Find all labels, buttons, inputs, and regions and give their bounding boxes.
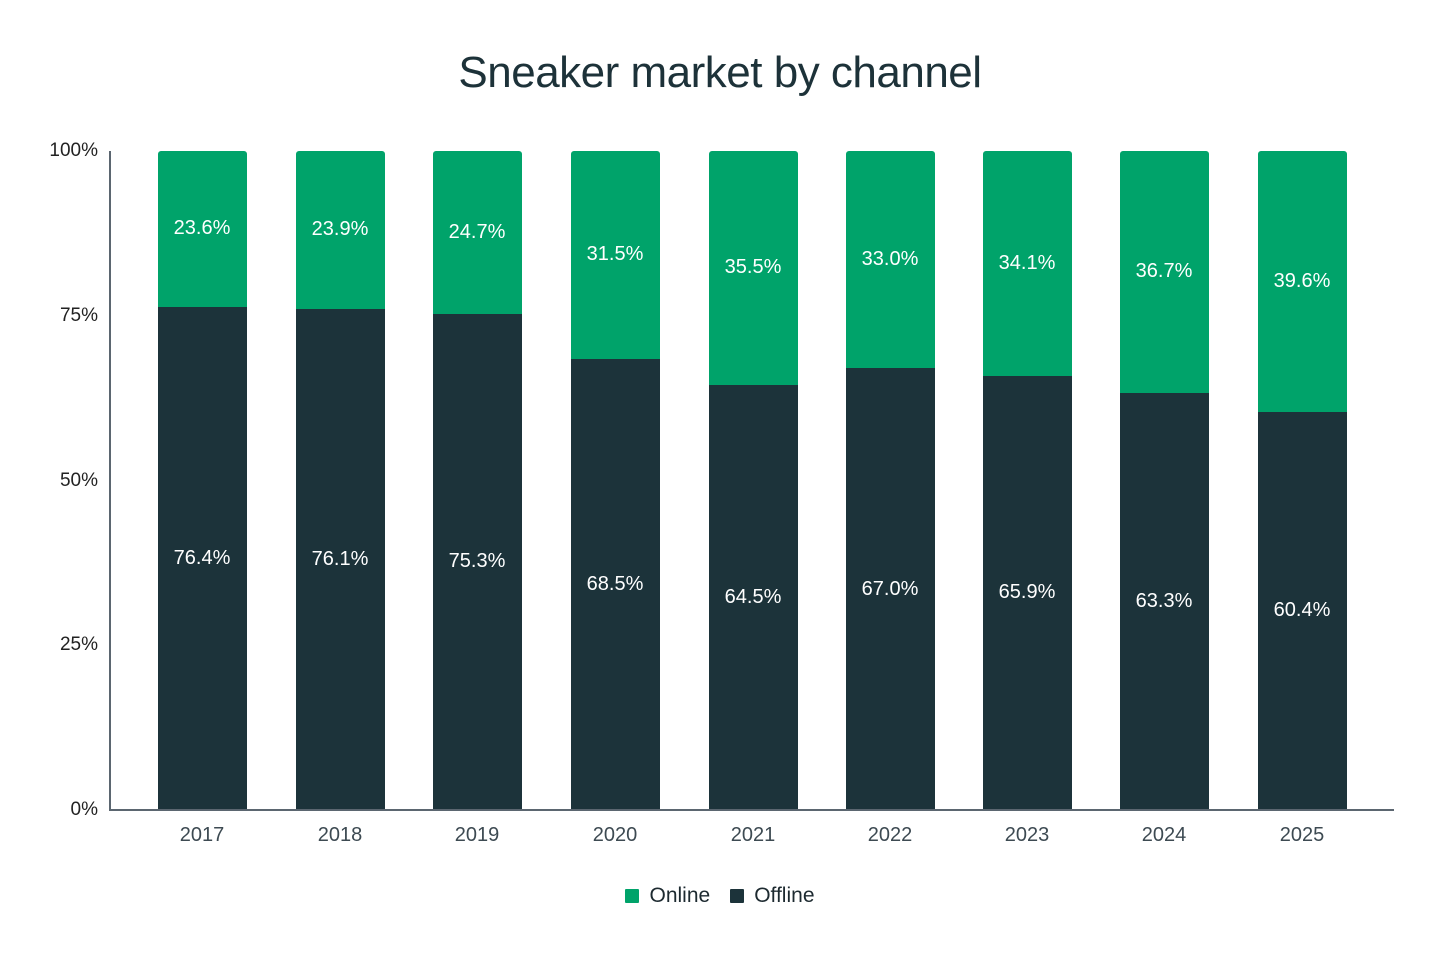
data-label-offline: 63.3% [1135,589,1193,612]
offline-swatch-icon [730,889,745,903]
bar-segment-online[interactable]: 31.5% [570,151,660,359]
plot-area: 23.6% 76.4% 23.9% 76.1% 24.7% 75.3% 31.5% 68.5%… [110,151,1394,810]
data-label-offline: 67.0% [861,577,919,600]
bar-segment-online[interactable]: 23.6% [157,151,247,307]
bar-2021[interactable]: 35.5% 64.5% [708,151,798,810]
bar-segment-online[interactable]: 33.0% [845,151,935,369]
online-swatch-icon [625,889,640,903]
y-tick-label: 0% [70,799,98,820]
data-label-online: 24.7% [448,220,506,243]
bar-2018[interactable]: 23.9% 76.1% [295,151,385,810]
bar-segment-offline[interactable]: 76.1% [295,308,385,810]
data-label-offline: 76.1% [311,547,369,570]
x-tick-label: 2021 [730,824,776,846]
x-tick-label: 2022 [867,824,913,846]
x-tick-label: 2025 [1279,824,1325,846]
x-tick-label: 2019 [454,824,500,846]
x-tick-label: 2024 [1141,824,1187,846]
bar-segment-offline[interactable]: 68.5% [570,358,660,810]
bar-segment-online[interactable]: 35.5% [708,151,798,385]
bar-segment-online[interactable]: 24.7% [432,151,522,314]
data-label-online: 34.1% [998,251,1056,274]
x-tick-label: 2017 [179,824,225,846]
bar-2024[interactable]: 36.7% 63.3% [1119,151,1209,810]
data-label-offline: 65.9% [998,581,1056,604]
legend-label-offline: Offline [754,884,815,907]
bar-2022[interactable]: 33.0% 67.0% [845,151,935,810]
data-label-offline: 68.5% [586,572,644,595]
bar-2019[interactable]: 24.7% 75.3% [432,151,522,810]
legend-item-offline[interactable]: Offline [730,884,815,908]
legend: Online Offline [0,884,1440,908]
bar-2025[interactable]: 39.6% 60.4% [1257,151,1347,810]
data-label-online: 23.9% [311,218,369,241]
data-label-online: 33.0% [861,248,919,271]
bar-segment-offline[interactable]: 60.4% [1257,411,1347,810]
x-tick-label: 2018 [317,824,363,846]
bar-2017[interactable]: 23.6% 76.4% [157,151,247,810]
bar-segment-online[interactable]: 23.9% [295,151,385,309]
x-tick-label: 2023 [1004,824,1050,846]
bar-segment-offline[interactable]: 65.9% [982,375,1072,810]
legend-label-online: Online [649,884,711,907]
bar-segment-online[interactable]: 36.7% [1119,151,1209,393]
data-label-offline: 60.4% [1273,599,1331,622]
bar-segment-offline[interactable]: 67.0% [845,368,935,810]
y-tick-label: 75% [59,304,98,326]
bar-segment-online[interactable]: 34.1% [982,151,1072,376]
bar-segment-offline[interactable]: 63.3% [1119,392,1209,810]
x-axis-line [109,809,1394,811]
data-label-offline: 64.5% [724,585,782,608]
data-label-online: 36.7% [1135,260,1193,283]
bar-segment-offline[interactable]: 76.4% [157,306,247,810]
data-label-offline: 76.4% [173,546,231,569]
bar-segment-offline[interactable]: 75.3% [432,313,522,810]
bar-segment-offline[interactable]: 64.5% [708,384,798,810]
bar-2020[interactable]: 31.5% 68.5% [570,151,660,810]
data-label-online: 39.6% [1273,269,1331,292]
y-axis-line [109,151,111,811]
data-label-online: 35.5% [724,256,782,279]
data-label-online: 23.6% [173,217,231,240]
bar-2023[interactable]: 34.1% 65.9% [982,151,1072,810]
chart-title: Sneaker market by channel [458,48,982,97]
bar-segment-online[interactable]: 39.6% [1257,151,1347,412]
y-tick-label: 100% [49,140,98,161]
x-tick-label: 2020 [592,824,638,846]
y-tick-label: 25% [59,634,98,656]
data-label-online: 31.5% [586,243,644,266]
data-label-offline: 75.3% [448,550,506,573]
legend-item-online[interactable]: Online [625,884,710,908]
y-tick-label: 50% [59,469,98,491]
